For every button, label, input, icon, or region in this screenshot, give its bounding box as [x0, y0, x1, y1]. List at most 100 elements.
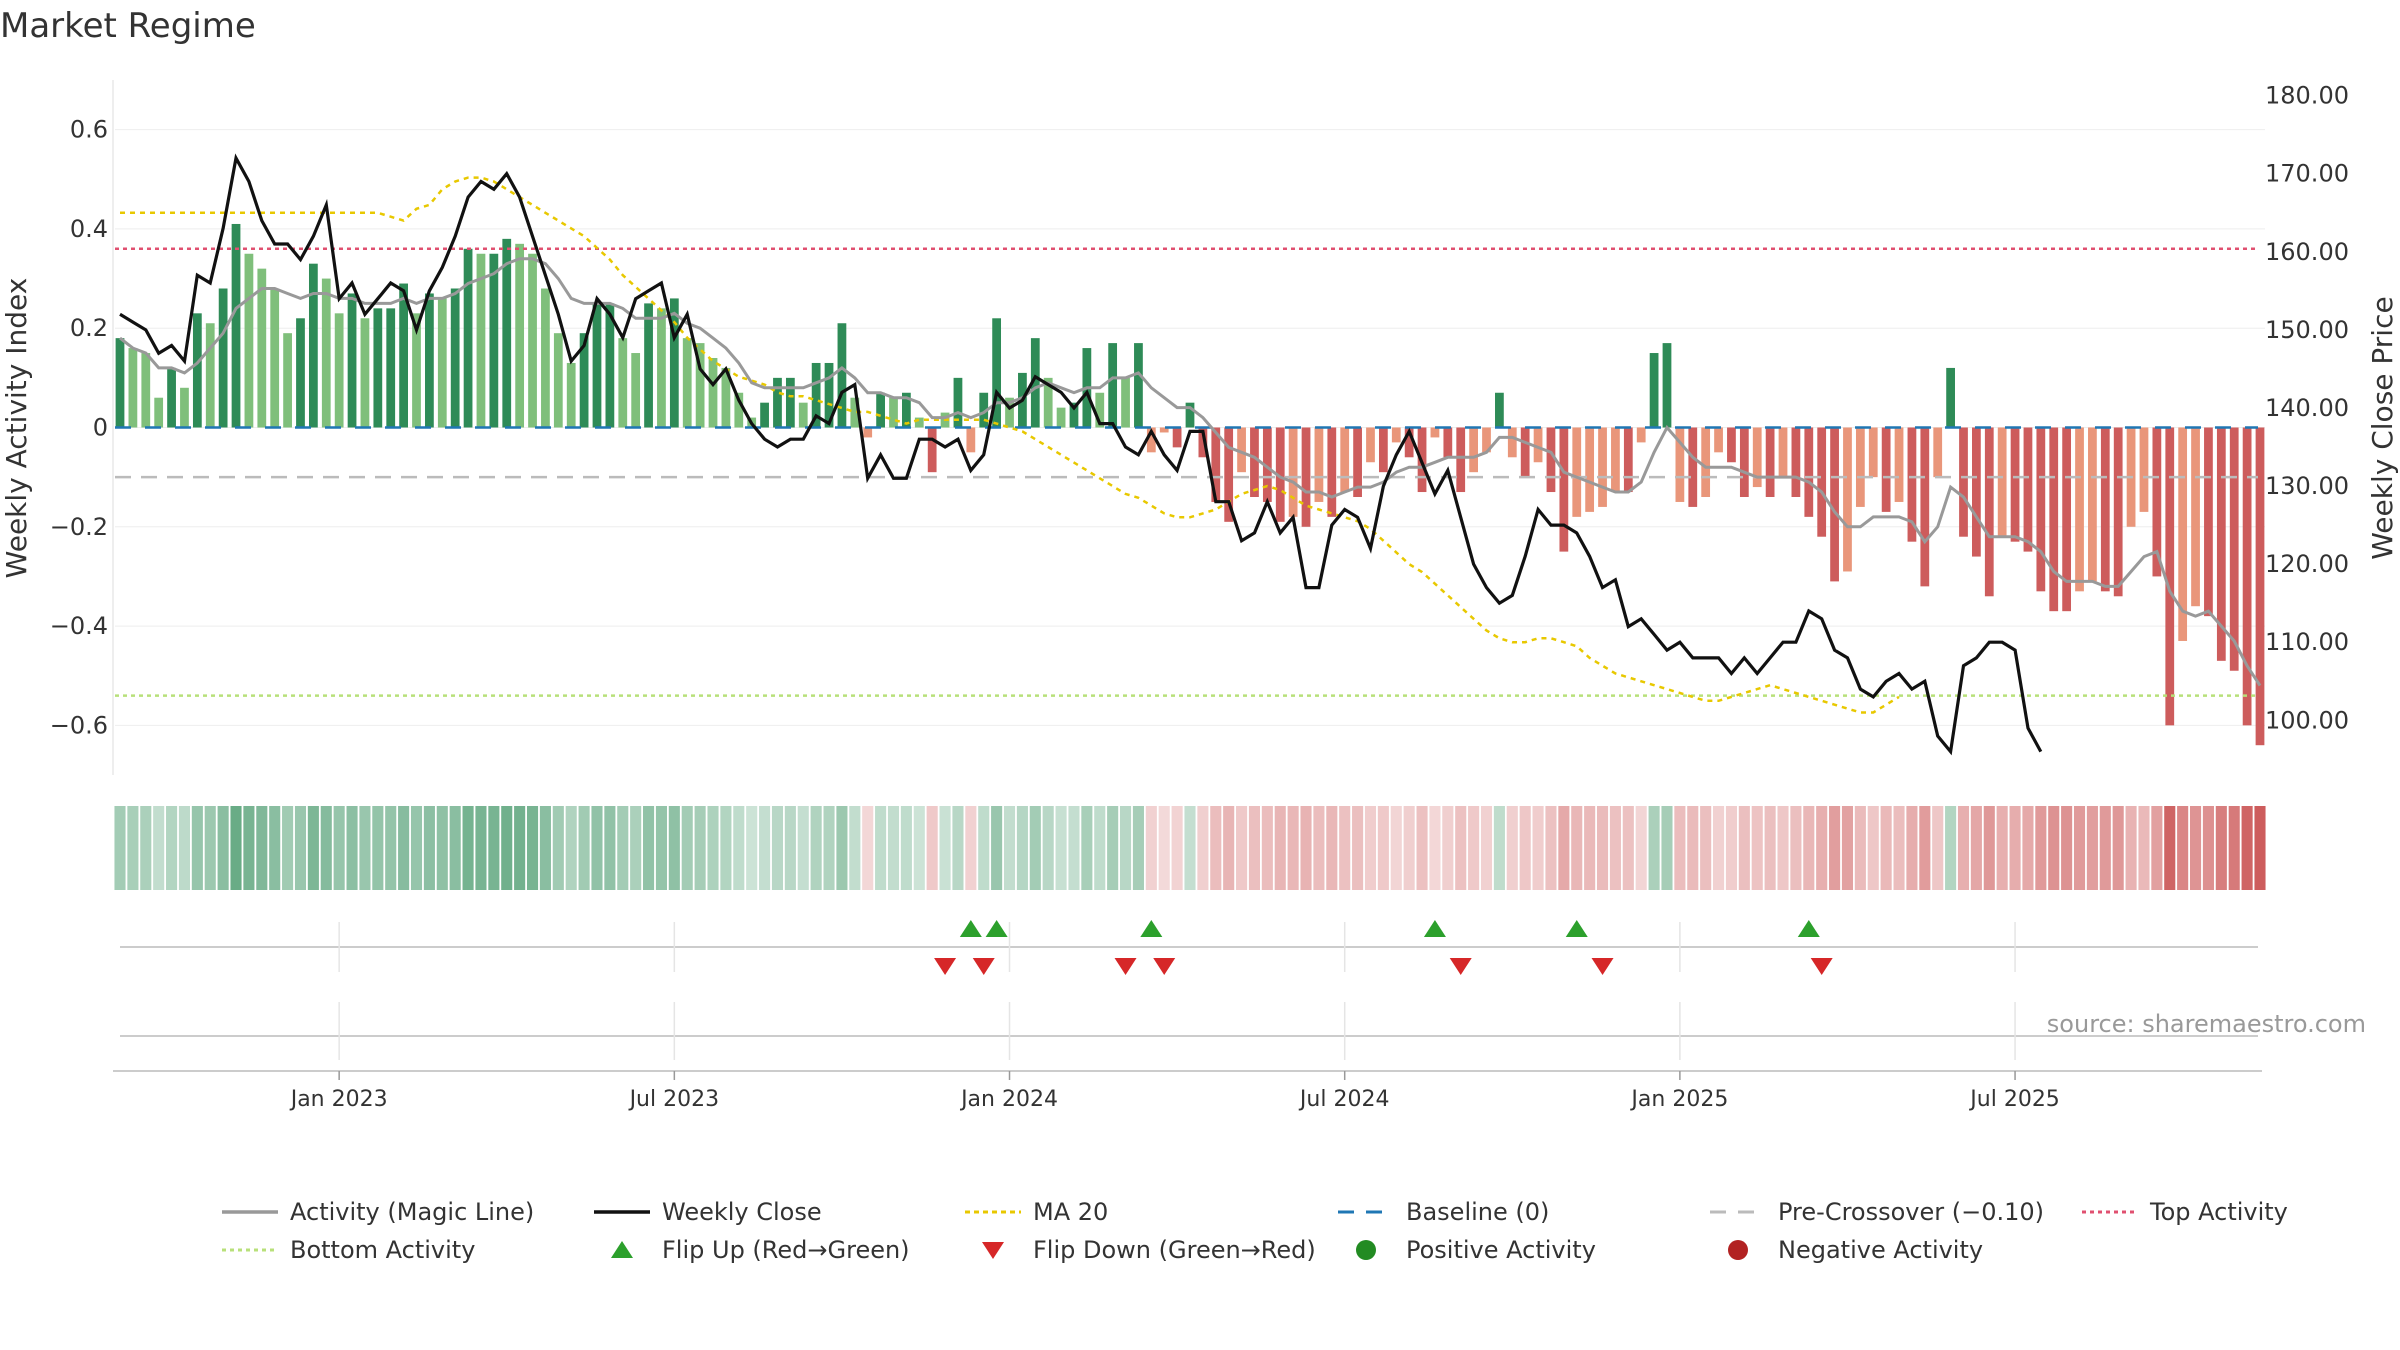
activity-bar [489, 253, 499, 428]
regime-cell [655, 806, 667, 890]
regime-cell [514, 806, 526, 890]
regime-cell [1364, 806, 1377, 890]
activity-bar [1546, 427, 1556, 493]
activity-bar [979, 392, 989, 428]
activity-bar [1881, 427, 1891, 512]
flip-down-marker [934, 958, 957, 975]
activity-bar [515, 243, 525, 428]
regime-cell [2151, 806, 2163, 890]
legend-label: Weekly Close [662, 1198, 822, 1226]
legend-label: Pre-Crossover (−0.10) [1778, 1198, 2045, 1226]
regime-cell [1596, 806, 1609, 890]
activity-bar [1430, 427, 1440, 438]
activity-bar [1404, 427, 1414, 458]
regime-cell [810, 806, 822, 890]
activity-bar [2229, 427, 2239, 671]
regime-cell [552, 806, 564, 890]
regime-cell [1184, 806, 1196, 890]
regime-cell [1248, 806, 1261, 890]
activity-bar [180, 387, 189, 428]
activity-bar [1636, 427, 1646, 443]
activity-bar [399, 283, 408, 428]
regime-cell [269, 806, 281, 890]
legend-swatch [982, 1242, 1004, 1259]
activity-bar [2100, 427, 2110, 592]
regime-cell [1003, 806, 1016, 890]
activity-bar [1159, 427, 1169, 433]
activity-bar [1056, 407, 1066, 428]
regime-cell [1906, 806, 1918, 890]
regime-cell [1970, 806, 1982, 890]
regime-cell [423, 806, 435, 890]
legend-item: Negative Activity [1708, 1236, 1983, 1264]
activity-bar [2113, 427, 2123, 597]
legend-flip-down-icon [982, 1242, 1004, 1259]
regime-cell [217, 806, 229, 890]
regime-cell [694, 806, 706, 890]
regime-cell [191, 806, 203, 890]
regime-cell [630, 806, 642, 890]
activity-bar [334, 313, 344, 428]
x-tick-label: Jul 2024 [1298, 1087, 1390, 1112]
legend-item: MA 20 [963, 1198, 1108, 1226]
x-tick-label: Jan 2023 [289, 1087, 388, 1112]
activity-bar [192, 313, 202, 428]
regime-cell [1829, 806, 1841, 890]
regime-cell [488, 806, 500, 890]
regime-cell [1068, 806, 1080, 890]
regime-cell [333, 806, 345, 890]
activity-bar [1198, 427, 1208, 458]
regime-cell [1790, 806, 1802, 890]
magic-line [119, 257, 2262, 687]
regime-cell [1352, 806, 1364, 890]
grid-layer [115, 129, 2265, 726]
regime-cell [1764, 806, 1776, 890]
activity-bar [760, 402, 769, 428]
left-axis-label: Weekly Activity Index [0, 278, 33, 579]
activity-bar [734, 392, 744, 428]
ma20-line [120, 176, 1900, 714]
legend-label: Positive Activity [1406, 1236, 1596, 1264]
activity-bar [360, 318, 370, 428]
activity-bar [1185, 402, 1195, 428]
regime-cell [1442, 806, 1454, 890]
activity-bar [141, 353, 151, 428]
activity-bar [1688, 427, 1698, 507]
activity-bar [257, 268, 267, 428]
activity-bar [785, 377, 795, 428]
legend-label: Bottom Activity [290, 1236, 476, 1264]
legend-swatch [1338, 1210, 1394, 1214]
regime-cell [410, 806, 423, 890]
regime-cell [1751, 806, 1763, 890]
regime-cell [1390, 806, 1402, 890]
legend-swatch [611, 1241, 633, 1258]
regime-cell [359, 806, 371, 890]
activity-bar [1030, 338, 1040, 428]
right-tick-label: 160.00 [2265, 238, 2349, 266]
regime-cell [1880, 806, 1892, 890]
activity-bar [373, 308, 383, 428]
source-label: source: sharemaestro.com [2046, 1010, 2366, 1038]
regime-cell [1519, 806, 1531, 890]
activity-bar [1378, 427, 1388, 473]
left-tick-label: −0.4 [50, 612, 108, 640]
activity-bar [1340, 427, 1350, 493]
regime-cell [862, 806, 874, 890]
activity-bar [824, 362, 834, 428]
legend-label: Negative Activity [1778, 1236, 1984, 1264]
regime-cell [565, 806, 577, 890]
activity-bar [1701, 427, 1711, 497]
activity-bar [1984, 427, 1994, 597]
activity-bar [1714, 427, 1723, 453]
legend-negative-dot-icon [1728, 1240, 1748, 1260]
activity-bars [115, 223, 2265, 746]
activity-bar [1121, 377, 1130, 428]
regime-cell [1480, 806, 1493, 890]
legend-swatch [594, 1210, 650, 1214]
activity-bar [476, 253, 486, 428]
reference-levels [115, 247, 2258, 697]
activity-bar [902, 392, 911, 428]
left-tick-label: 0.4 [70, 215, 108, 243]
regime-cell [243, 806, 255, 890]
regime-cell [178, 806, 191, 890]
